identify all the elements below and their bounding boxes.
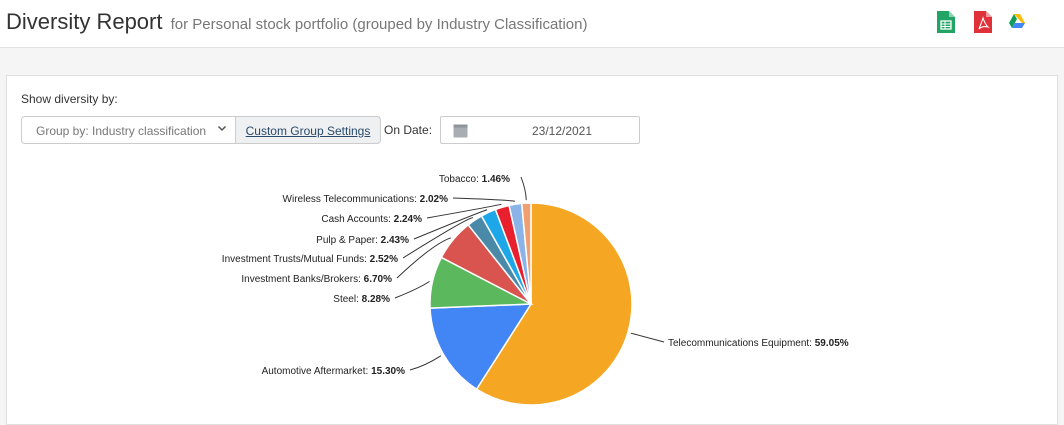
slice-label: Wireless Telecommunications: 2.02% <box>283 194 449 205</box>
leader-line <box>426 203 502 219</box>
page-title: Diversity Report for Personal stock port… <box>6 9 587 35</box>
leader-line <box>413 209 488 240</box>
leader-line <box>402 217 474 259</box>
title-text: Diversity Report <box>6 9 163 34</box>
pie-slices <box>429 202 633 406</box>
group-by-select[interactable]: Group by: Industry classification <box>21 116 236 144</box>
on-date-label: On Date: <box>384 123 433 137</box>
leader-line <box>396 237 451 279</box>
slice-label: Tobacco: 1.46% <box>439 174 510 185</box>
title-subtitle: for Personal stock portfolio (grouped by… <box>170 16 588 33</box>
calendar-icon[interactable] <box>453 123 468 138</box>
show-diversity-label: Show diversity by: <box>21 92 118 106</box>
pie-slice[interactable] <box>475 202 633 406</box>
slice-label: Pulp & Paper: 2.43% <box>316 235 409 246</box>
custom-group-settings-button[interactable]: Custom Group Settings <box>235 116 381 144</box>
pie-slice[interactable] <box>429 303 533 391</box>
leader-line <box>630 332 665 343</box>
slice-label: Steel: 8.28% <box>333 294 390 305</box>
pie-leader-lines <box>394 176 665 371</box>
leader-line <box>394 280 430 299</box>
slice-label: Cash Accounts: 2.24% <box>321 214 422 225</box>
google-sheets-icon[interactable] <box>936 10 956 34</box>
google-drive-icon[interactable] <box>1008 13 1026 29</box>
group-by-value: Group by: Industry classification <box>36 124 207 138</box>
leader-line <box>409 355 442 371</box>
pie-labels: Telecommunications Equipment: 59.05% Auto… <box>222 174 849 377</box>
pdf-icon[interactable] <box>973 10 993 34</box>
date-value: 23/12/2021 <box>531 124 593 138</box>
slice-label: Telecommunications Equipment: 59.05% <box>668 338 849 349</box>
page-header: Diversity Report for Personal stock port… <box>0 0 1064 48</box>
pie-slice[interactable] <box>520 202 532 305</box>
slice-label: Investment Banks/Brokers: 6.70% <box>241 274 392 285</box>
leader-line <box>520 176 527 201</box>
chevron-down-icon <box>217 125 227 132</box>
slice-label: Investment Trusts/Mutual Funds: 2.52% <box>222 254 398 265</box>
date-input[interactable]: 23/12/2021 <box>440 116 640 144</box>
leader-line <box>452 197 516 202</box>
slice-label: Automotive Aftermarket: 15.30% <box>262 366 406 377</box>
